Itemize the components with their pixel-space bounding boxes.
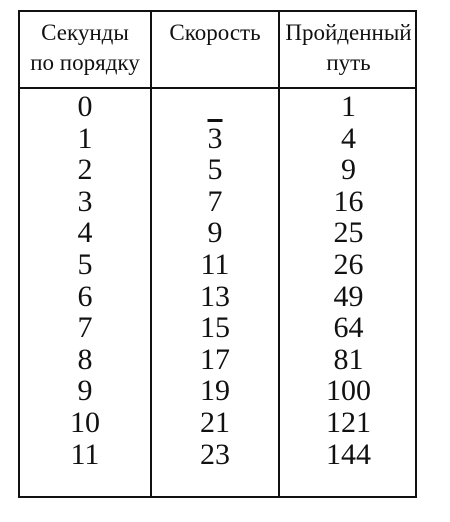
cell-distance: 121 [326, 405, 371, 439]
cell-speed: 19 [200, 374, 230, 408]
header-divider [20, 87, 415, 89]
cell-distance: 4 [341, 121, 356, 155]
cell-speed: 9 [207, 216, 223, 250]
cell-distance: 81 [333, 342, 364, 376]
cell-distance: 64 [333, 311, 364, 345]
cell-speed: 11 [200, 247, 230, 281]
cell-speed: 23 [200, 437, 230, 471]
column-distance: 1 4 9 16 25 26 49 64 81 100 121 144 [280, 91, 417, 470]
cell-distance: 26 [333, 247, 364, 281]
cell-second: 4 [77, 216, 93, 250]
cell-speed [152, 91, 278, 123]
cell-distance: 100 [326, 374, 371, 408]
cell-distance: 9 [341, 153, 356, 187]
cell-distance: 1 [341, 90, 356, 123]
cell-distance: 49 [333, 279, 364, 313]
cell-second: 0 [77, 90, 93, 123]
data-table: Секунды по порядку Скорость Пройденный п… [18, 10, 417, 498]
column-divider-2 [278, 12, 280, 496]
cell-second: 7 [77, 311, 93, 345]
cell-second: 2 [77, 153, 93, 187]
cell-second: 10 [70, 405, 100, 439]
cell-second: 3 [77, 184, 93, 218]
header-seconds: Секунды по порядку [20, 18, 150, 78]
cell-speed: 3 [152, 121, 278, 155]
cell-distance: 16 [333, 184, 364, 218]
cell-second: 1 [77, 121, 93, 155]
column-divider-1 [150, 12, 152, 496]
header-distance-line-2: путь [326, 50, 371, 75]
cell-speed: 7 [207, 184, 223, 218]
header-speed-line-1: Скорость [169, 20, 261, 45]
cell-speed-value: 3 [207, 121, 223, 155]
cell-speed: 17 [200, 342, 230, 376]
cell-second: 9 [77, 374, 93, 408]
header-speed: Скорость [152, 18, 278, 48]
header-distance-line-1: Пройденный [285, 20, 412, 45]
header-distance: Пройденный путь [280, 18, 417, 78]
header-seconds-line-1: Секунды [41, 20, 129, 45]
cell-second: 5 [77, 247, 93, 281]
cell-speed: 15 [200, 311, 230, 345]
cell-speed: 5 [207, 153, 223, 187]
header-seconds-line-2: по порядку [30, 50, 140, 75]
column-seconds: 0 1 2 3 4 5 6 7 8 9 10 11 [20, 91, 150, 470]
cell-distance: 25 [333, 216, 364, 250]
cell-distance: 144 [326, 437, 371, 471]
cell-second: 8 [77, 342, 93, 376]
cell-second: 6 [77, 279, 93, 313]
cell-speed: 21 [200, 405, 230, 439]
column-speed: 3 5 7 9 11 13 15 17 19 21 23 [152, 91, 278, 470]
cell-second: 11 [70, 437, 100, 471]
cell-speed: 13 [200, 279, 230, 313]
